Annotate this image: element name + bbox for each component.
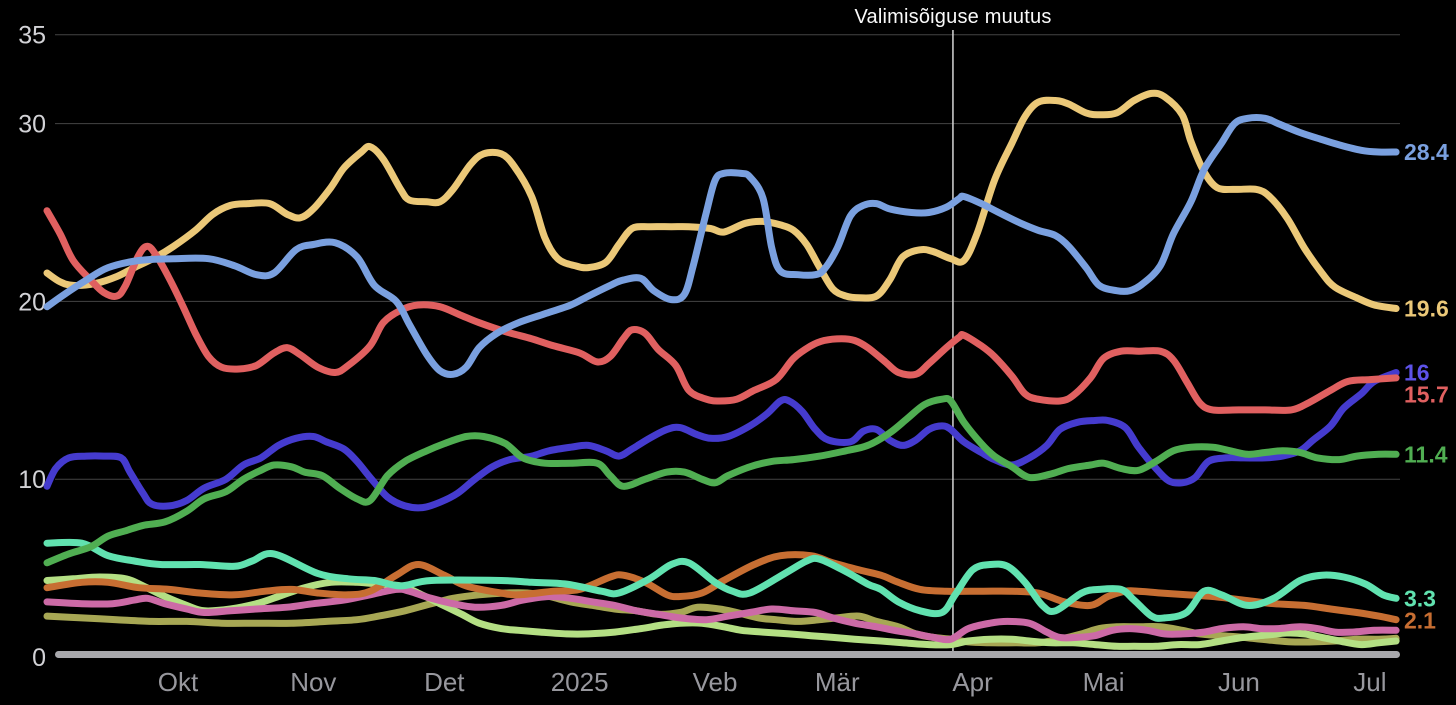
- x-axis-label-Okt: Okt: [158, 667, 199, 697]
- series-blue-end-label: 28.4: [1404, 139, 1449, 165]
- x-axis-label-Apr: Apr: [952, 667, 993, 697]
- series-pink-line: [43, 585, 1400, 644]
- x-axis-label-2025: 2025: [551, 667, 609, 697]
- x-axis-label-Det: Det: [424, 667, 465, 697]
- series-red-end-label: 15.7: [1404, 382, 1449, 408]
- x-axis-label-Veb: Veb: [693, 667, 738, 697]
- y-axis-label-35: 35: [18, 22, 46, 50]
- series-red-line: [43, 207, 1400, 414]
- x-axis-label-Jul: Jul: [1353, 667, 1386, 697]
- x-axis-baseline: [55, 651, 1400, 658]
- y-axis-label-10: 10: [18, 466, 46, 494]
- x-axis-label-Nov: Nov: [290, 667, 336, 697]
- series-mint-end-label: 3.3: [1404, 585, 1436, 611]
- marker-title: Valimisõiguse muutus: [854, 6, 1052, 28]
- series-yellow-line: [43, 89, 1400, 312]
- x-axis-label-Mai: Mai: [1083, 667, 1125, 697]
- series-orange-end-label: 2.1: [1404, 607, 1436, 633]
- y-axis-label-0: 0: [32, 644, 46, 672]
- x-axis-label-Jun: Jun: [1218, 667, 1260, 697]
- y-axis-label-20: 20: [18, 288, 46, 316]
- y-axis-label-30: 30: [18, 111, 46, 139]
- series-dark-blue-line: [43, 369, 1400, 512]
- series-dark-blue-end-label: 16: [1404, 360, 1430, 386]
- series-yellow-end-label: 19.6: [1404, 296, 1449, 322]
- series-green-end-label: 11.4: [1404, 441, 1448, 467]
- series-mint-line: [43, 538, 1400, 622]
- series-blue-line: [43, 114, 1400, 378]
- series-green-line: [43, 394, 1400, 567]
- x-axis-label-Mär: Mär: [815, 667, 860, 697]
- series-orange-line: [43, 551, 1400, 624]
- series-lime-line: [43, 573, 1400, 650]
